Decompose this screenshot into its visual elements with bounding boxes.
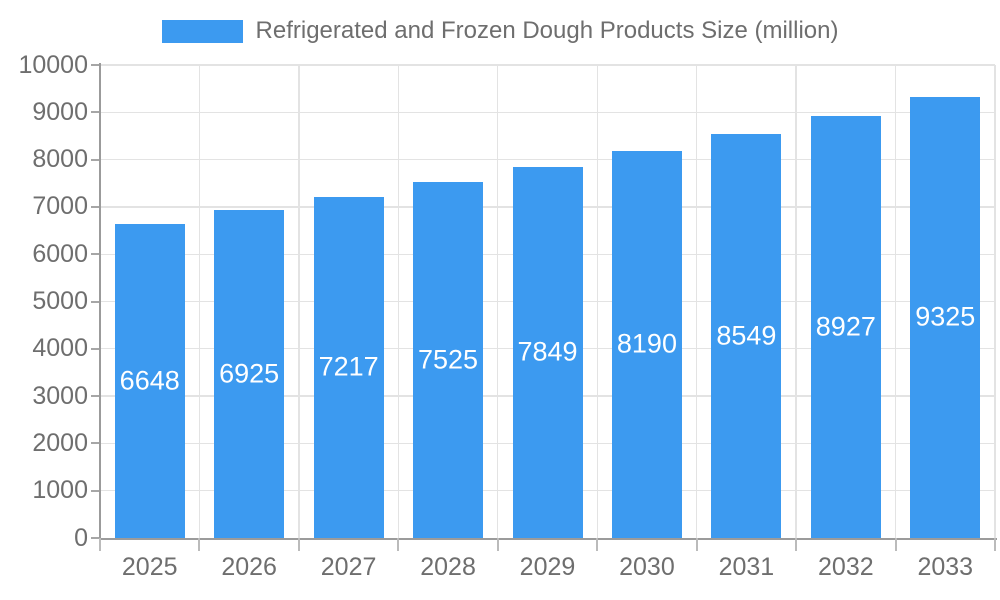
y-axis-tick (91, 395, 99, 398)
y-axis-label: 7000 (32, 192, 88, 221)
x-axis-tick (99, 538, 101, 551)
gridline-horizontal (100, 111, 995, 113)
bar-value-label: 7525 (418, 344, 479, 375)
y-axis-tick (91, 205, 99, 208)
x-axis-label: 2025 (121, 553, 178, 581)
x-axis-tick (695, 538, 698, 551)
gridline-horizontal (100, 158, 995, 161)
x-axis-line (99, 538, 997, 540)
gridline-vertical (894, 65, 897, 538)
gridline-vertical (695, 65, 698, 538)
x-axis-tick (596, 538, 599, 551)
x-axis-label: 2032 (818, 553, 874, 581)
y-axis-label: 0 (74, 523, 88, 552)
legend[interactable]: Refrigerated and Frozen Dough Products S… (0, 17, 1000, 45)
x-axis-tick (894, 538, 897, 551)
bar-value-label: 7849 (517, 336, 578, 367)
y-axis-label: 9000 (32, 97, 88, 126)
y-axis-label: 8000 (32, 145, 88, 174)
legend-swatch[interactable] (161, 19, 243, 43)
x-axis-label: 2031 (718, 553, 775, 581)
y-axis-label: 1000 (32, 476, 88, 505)
gridline-vertical (298, 65, 300, 538)
gridline-vertical (795, 65, 797, 538)
y-axis-label: 10000 (18, 50, 88, 79)
y-axis-label: 2000 (32, 428, 88, 457)
x-axis-label: 2029 (519, 553, 576, 581)
bar: 7849 (512, 166, 583, 538)
x-axis-tick (297, 538, 300, 551)
x-axis-tick (496, 538, 499, 551)
bar-value-label: 8190 (616, 328, 677, 359)
x-axis-label: 2027 (320, 553, 377, 581)
bar: 7525 (413, 182, 484, 538)
y-axis-tick (91, 64, 99, 66)
y-axis-tick (91, 537, 99, 539)
bar: 8549 (711, 133, 782, 538)
y-axis-tick (91, 300, 99, 303)
x-axis-label: 2028 (420, 553, 476, 581)
y-axis-line (99, 63, 101, 540)
x-axis-label: 2033 (917, 553, 974, 581)
x-axis-label: 2026 (221, 553, 277, 581)
gridline-vertical (497, 65, 499, 538)
gridline-vertical (397, 65, 400, 538)
bar: 8190 (611, 150, 682, 538)
bar: 8927 (810, 115, 881, 538)
y-axis-label: 6000 (32, 239, 88, 268)
gridline-vertical (994, 65, 996, 538)
y-axis-label: 3000 (32, 381, 88, 410)
bar-value-label: 9325 (915, 301, 976, 332)
y-axis-tick (91, 442, 99, 445)
x-axis-label: 2030 (619, 553, 675, 581)
gridline-vertical (198, 65, 201, 538)
y-axis-tick (91, 253, 99, 256)
bar: 9325 (910, 96, 981, 538)
bar: 7217 (313, 196, 384, 538)
y-axis-tick (91, 347, 99, 350)
y-axis-tick (91, 158, 99, 161)
y-axis-label: 4000 (32, 334, 88, 363)
y-axis-label: 5000 (32, 287, 88, 315)
bar-value-label: 8927 (815, 311, 876, 342)
bar-value-label: 6648 (119, 365, 180, 396)
x-axis-tick (795, 538, 798, 551)
y-axis-tick (91, 111, 99, 114)
bar: 6925 (214, 210, 285, 538)
gridline-horizontal (100, 64, 995, 66)
legend-label: Refrigerated and Frozen Dough Products S… (255, 17, 839, 44)
bar-value-label: 8549 (716, 320, 777, 351)
y-axis-tick (91, 489, 99, 492)
gridline-vertical (596, 65, 598, 538)
bar-value-label: 7217 (318, 351, 379, 382)
x-axis-tick (198, 538, 201, 551)
bar: 6648 (114, 223, 185, 538)
x-axis-tick (994, 538, 996, 551)
x-axis-tick (397, 538, 400, 551)
bar-value-label: 6925 (219, 358, 280, 389)
